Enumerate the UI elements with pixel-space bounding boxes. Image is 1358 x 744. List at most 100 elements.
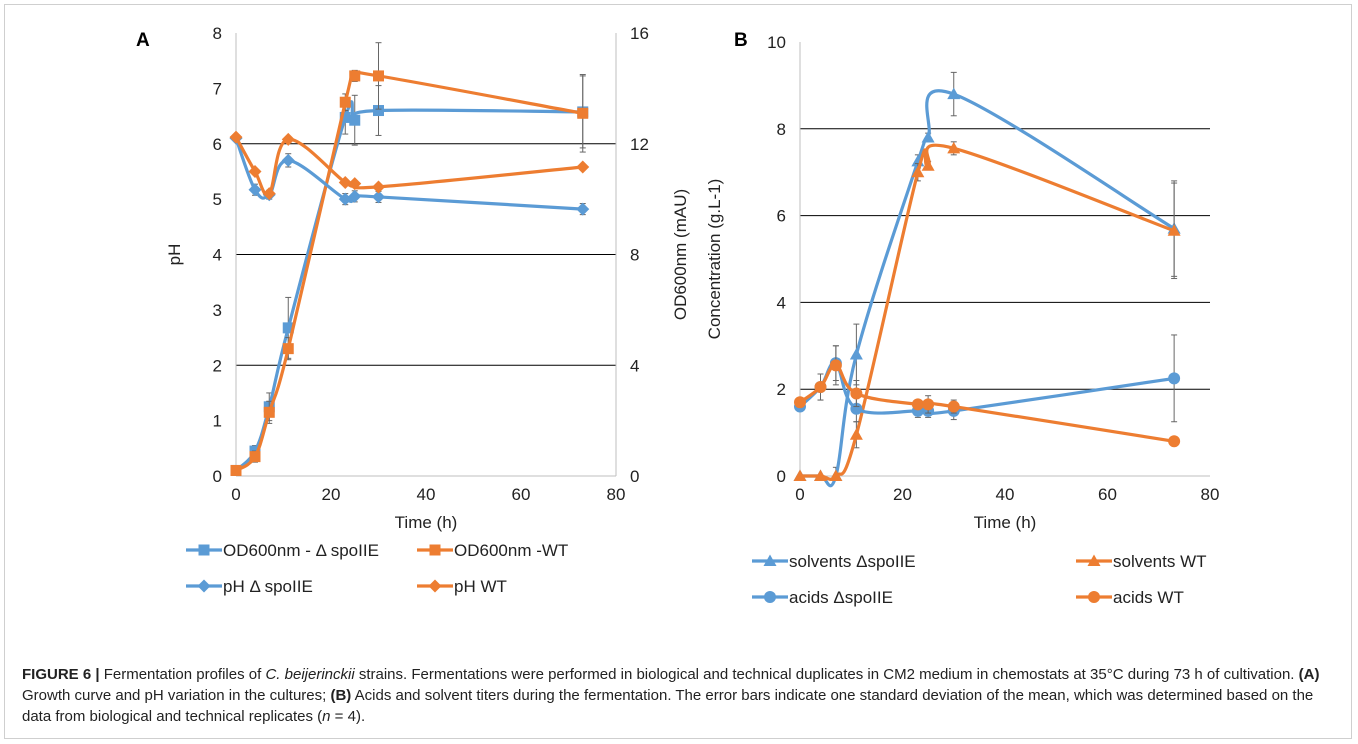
data-point: [372, 180, 385, 194]
data-point: [263, 406, 275, 418]
data-point: [793, 469, 807, 481]
data-point: [814, 381, 827, 394]
caption-lead: FIGURE 6 |: [22, 666, 100, 683]
series-line: [235, 69, 584, 472]
x-tick-label: 40: [996, 485, 1015, 504]
caption-text-5: = 4).: [330, 708, 366, 725]
series-line: [799, 89, 1175, 488]
y-tick-label: 2: [213, 356, 222, 375]
y-tick-label: 4: [213, 246, 222, 265]
caption-panel-b-ref: (B): [330, 687, 352, 704]
y-tick-label: 1: [213, 412, 222, 431]
data-point: [850, 402, 863, 415]
y2-tick-label: 0: [630, 467, 639, 486]
y2-tick-label: 8: [630, 246, 639, 265]
caption-n-symbol: n: [322, 708, 331, 725]
x-axis-title: Time (h): [974, 513, 1037, 532]
x-tick-label: 20: [322, 485, 341, 504]
y-tick-label: 10: [767, 33, 786, 52]
legend-marker: [1087, 554, 1101, 566]
legend-label: acids ΔspoIIE: [789, 588, 893, 607]
data-point: [947, 87, 961, 100]
y2-tick-label: 12: [630, 135, 649, 154]
data-point: [911, 165, 925, 178]
y-tick-label: 4: [777, 293, 786, 312]
data-point: [229, 130, 243, 144]
data-point: [849, 428, 863, 440]
legend-marker: [429, 544, 441, 556]
data-point: [248, 164, 262, 178]
legend-label: solvents WT: [1113, 552, 1207, 571]
legend-label: OD600nm -WT: [454, 541, 568, 560]
y-tick-label: 0: [777, 467, 786, 486]
series-1: [793, 71, 1181, 488]
data-point: [281, 132, 295, 146]
legend-label: acids WT: [1113, 588, 1184, 607]
y2-tick-label: 4: [630, 356, 639, 375]
series-2: [793, 141, 1181, 481]
caption-panel-a-ref: (A): [1298, 666, 1320, 683]
data-point: [1168, 372, 1181, 385]
caption-text-4: Acids and solvent titers during the ferm…: [22, 687, 1314, 725]
legend-entry: solvents WT: [1076, 552, 1207, 571]
x-tick-label: 60: [512, 485, 531, 504]
figure-frame: [4, 4, 1352, 739]
x-tick-label: 40: [417, 485, 436, 504]
data-point: [814, 469, 827, 481]
y-axis-title: pH: [165, 244, 184, 266]
data-point: [349, 114, 361, 126]
caption-species: C. beijerinckii: [265, 666, 355, 683]
legend-marker: [1088, 591, 1100, 603]
x-tick-label: 60: [1098, 485, 1117, 504]
figure-caption: FIGURE 6 | Fermentation profiles of C. b…: [22, 664, 1337, 727]
series-2: [230, 42, 589, 476]
data-point: [576, 160, 590, 174]
data-point: [922, 398, 935, 411]
series-line: [799, 143, 1175, 481]
caption-text-1: Fermentation profiles of: [99, 666, 266, 683]
series-1: [230, 75, 589, 476]
legend-label: pH WT: [454, 577, 507, 596]
y-axis-title: Concentration (g.L-1): [705, 179, 724, 340]
x-tick-label: 80: [607, 485, 626, 504]
x-tick-label: 80: [1201, 485, 1220, 504]
legend-marker: [764, 591, 776, 603]
data-point: [1168, 435, 1181, 448]
data-point: [248, 183, 262, 197]
x-axis-title: Time (h): [395, 513, 458, 532]
legend-entry: OD600nm -WT: [417, 541, 568, 560]
data-point: [849, 347, 863, 360]
data-point: [921, 159, 935, 171]
data-point: [249, 451, 261, 463]
y-tick-label: 6: [777, 207, 786, 226]
legend-label: pH Δ spoIIE: [223, 577, 313, 596]
y2-tick-label: 16: [630, 24, 649, 43]
data-point: [829, 469, 843, 481]
caption-text-2: strains. Fermentations were performed in…: [354, 666, 1299, 683]
y2-axis-title: OD600nm (mAU): [671, 189, 690, 320]
data-point: [911, 398, 924, 411]
data-point: [577, 107, 589, 119]
series-4: [794, 345, 1181, 448]
data-point: [348, 189, 362, 203]
data-point: [921, 130, 935, 143]
legend-entry: pH WT: [417, 577, 507, 596]
x-tick-label: 0: [231, 485, 240, 504]
y-tick-label: 5: [213, 190, 222, 209]
series-4: [229, 130, 590, 201]
legend-marker: [763, 554, 777, 566]
x-tick-label: 20: [893, 485, 912, 504]
legend-entry: OD600nm - Δ spoIIE: [186, 541, 379, 560]
y-tick-label: 7: [213, 79, 222, 98]
data-point: [794, 396, 806, 409]
legend-marker: [197, 579, 211, 593]
data-point: [372, 190, 385, 204]
series-line: [234, 136, 583, 197]
y-tick-label: 6: [213, 135, 222, 154]
y-tick-label: 0: [213, 467, 222, 486]
data-point: [282, 343, 294, 355]
legend-label: solvents ΔspoIIE: [789, 552, 916, 571]
data-point: [850, 387, 863, 400]
